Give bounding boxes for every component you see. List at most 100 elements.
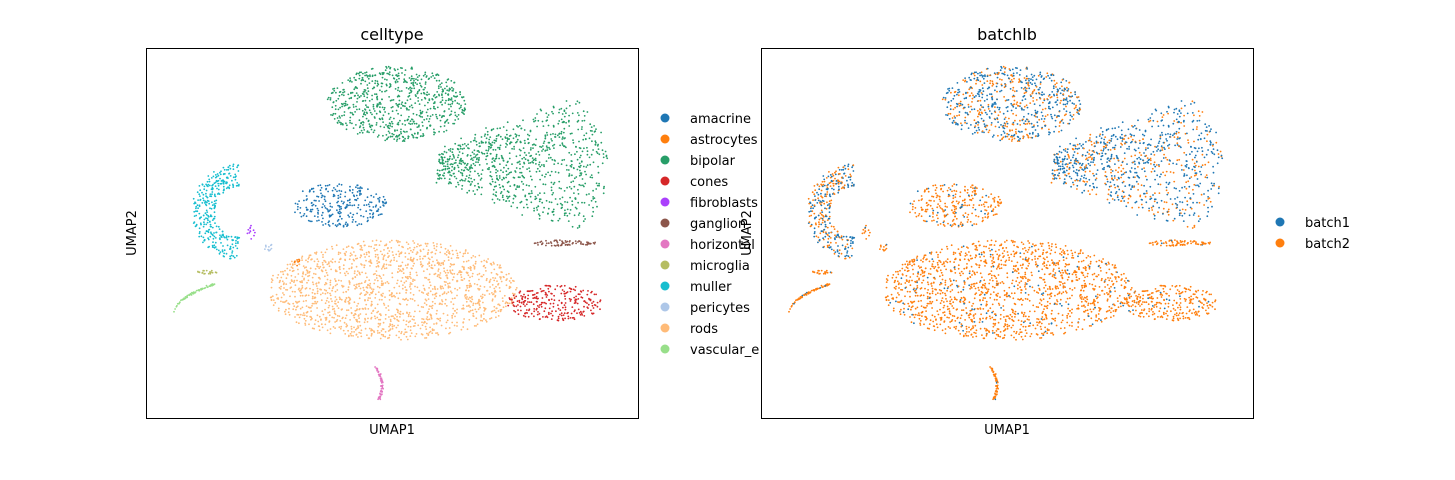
cell-point-batch2 (972, 94, 974, 97)
cell-point-rods (396, 282, 398, 285)
cell-point-bipolar (460, 169, 463, 171)
celltype-title: celltype (360, 25, 423, 44)
cell-point-amacrine (334, 188, 337, 191)
cell-point-batch1 (1054, 119, 1057, 122)
cell-point-rods (486, 289, 489, 292)
cell-point-bipolar (352, 106, 355, 108)
cell-point-cones (548, 290, 550, 293)
cell-point-rods (324, 251, 327, 254)
cell-point-rods (359, 332, 362, 334)
cell-point-rods (397, 297, 400, 300)
cell-point-batch2 (989, 74, 991, 77)
cell-point-rods (367, 297, 370, 299)
cell-point-cones (560, 312, 563, 315)
cell-point-rods (480, 295, 482, 298)
cell-point-batch2 (1026, 77, 1029, 80)
cell-point-rods (365, 313, 367, 316)
cell-point-bipolar (432, 74, 434, 77)
cell-point-bipolar (486, 133, 489, 136)
cell-point-bipolar (395, 102, 398, 105)
cell-point-rods (356, 319, 358, 321)
cell-point-cones (560, 301, 563, 304)
cell-point-cones (592, 300, 595, 303)
cell-point-rods (388, 329, 391, 332)
cell-point-amacrine (354, 198, 356, 201)
cell-point-bipolar (424, 83, 427, 85)
cell-point-rods (385, 307, 387, 309)
cell-point-bipolar (602, 192, 605, 195)
cell-point-batch2 (989, 79, 992, 82)
cell-point-amacrine (377, 208, 380, 211)
cell-point-bipolar (495, 155, 498, 158)
cell-point-bipolar (477, 182, 479, 185)
cell-point-rods (398, 244, 400, 247)
cell-point-muller (197, 199, 200, 202)
cell-point-bipolar (439, 101, 442, 104)
cell-point-muller (198, 235, 201, 238)
cell-point-muller (221, 249, 224, 252)
cell-point-bipolar (396, 95, 399, 98)
cell-point-amacrine (313, 215, 316, 218)
cell-point-amacrine (346, 206, 348, 208)
cell-point-bipolar (557, 171, 560, 174)
cell-point-muller (211, 193, 213, 196)
cell-point-bipolar (550, 219, 553, 222)
cell-point-bipolar (433, 93, 436, 96)
cell-point-rods (374, 253, 377, 256)
cell-point-bipolar (443, 177, 446, 180)
cell-point-rods (444, 302, 446, 305)
cell-point-rods (440, 324, 443, 327)
cell-point-rods (456, 308, 458, 311)
cell-point-rods (506, 278, 508, 280)
cell-point-bipolar (543, 206, 545, 209)
cell-point-bipolar (466, 162, 469, 165)
cell-point-rods (451, 273, 454, 275)
cell-point-batch1 (1069, 99, 1071, 102)
cell-point-rods (495, 311, 497, 314)
cell-point-pericytes (268, 246, 270, 248)
cell-point-rods (316, 258, 319, 260)
cell-point-bipolar (397, 89, 399, 92)
cell-point-muller (234, 236, 237, 238)
cell-point-rods (302, 265, 305, 267)
cell-point-rods (423, 302, 426, 304)
cell-point-bipolar (422, 91, 425, 94)
cell-point-amacrine (322, 224, 324, 226)
cell-point-muller (215, 248, 218, 251)
cell-point-rods (493, 309, 496, 312)
cell-point-bipolar (438, 114, 441, 117)
cell-point-rods (354, 313, 357, 316)
cell-point-bipolar (569, 209, 572, 211)
cell-point-cones (563, 312, 566, 315)
cell-point-rods (363, 321, 366, 324)
cell-point-bipolar (561, 113, 564, 115)
cell-point-rods (499, 290, 501, 293)
cell-point-batch1 (1023, 122, 1025, 125)
cell-point-bipolar (454, 95, 456, 98)
cell-point-muller (205, 189, 208, 192)
cell-point-rods (397, 268, 400, 270)
cell-point-bipolar (529, 175, 532, 178)
cell-point-vascular_e (200, 288, 203, 291)
cell-point-bipolar (416, 79, 419, 82)
cell-point-bipolar (531, 192, 533, 195)
cell-point-batch2 (1074, 106, 1077, 109)
cell-point-rods (355, 309, 358, 312)
cell-point-bipolar (447, 148, 450, 151)
cell-point-rods (374, 249, 376, 252)
cell-point-bipolar (495, 140, 498, 142)
cell-point-bipolar (477, 185, 480, 188)
cell-point-rods (386, 252, 389, 255)
cell-point-batch1 (1121, 195, 1123, 198)
cell-point-rods (492, 277, 494, 279)
legend-label-fibroblasts: fibroblasts (690, 196, 758, 211)
cell-point-rods (421, 324, 424, 326)
cell-point-cones (527, 301, 529, 303)
cell-point-cones (569, 317, 572, 319)
cell-point-bipolar (485, 158, 487, 161)
cell-point-fibroblasts (248, 232, 251, 234)
cell-point-rods (453, 263, 456, 266)
cell-point-bipolar (438, 79, 441, 82)
cell-point-batch2 (1026, 122, 1029, 125)
cell-point-amacrine (305, 195, 308, 197)
